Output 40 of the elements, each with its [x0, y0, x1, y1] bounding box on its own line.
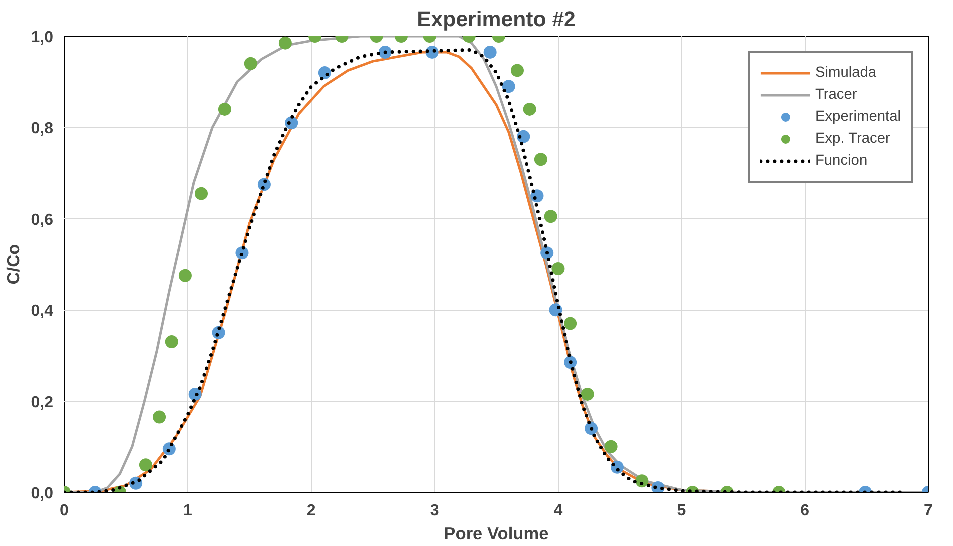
legend-label: Simulada	[815, 65, 877, 81]
point	[153, 410, 166, 424]
x-tick-label: 7	[924, 502, 934, 520]
point	[604, 440, 618, 454]
point	[581, 388, 594, 401]
point	[552, 262, 565, 276]
point	[484, 46, 497, 59]
chart-title: Experimento #2	[417, 8, 576, 32]
y-tick-label: 0,8	[31, 120, 54, 138]
point	[165, 336, 178, 349]
x-tick-label: 1	[183, 502, 192, 520]
point	[544, 210, 558, 224]
x-tick-label: 6	[800, 502, 810, 520]
point	[523, 102, 536, 116]
x-tick-label: 5	[677, 502, 686, 520]
y-tick-label: 1,0	[31, 30, 54, 46]
x-tick-label: 4	[554, 502, 563, 520]
y-tick-label: 0,2	[31, 394, 54, 412]
point	[534, 153, 548, 166]
y-tick-label: 0,0	[31, 486, 54, 502]
point	[139, 458, 152, 472]
y-tick-label: 0,6	[31, 212, 54, 229]
x-axis-title: Pore Volume	[444, 524, 550, 544]
legend-label: Tracer	[815, 87, 858, 103]
point	[244, 57, 258, 70]
y-axis-title: C/Co	[3, 244, 24, 285]
x-tick-label: 3	[430, 502, 440, 520]
legend-label: Experimental	[815, 109, 901, 125]
y-tick-label: 0,4	[31, 303, 54, 320]
point	[510, 64, 524, 78]
legend-label: Exp. Tracer	[815, 131, 890, 147]
point	[502, 80, 516, 94]
point	[278, 36, 292, 50]
point	[218, 102, 232, 116]
point	[195, 187, 208, 200]
point	[564, 317, 578, 330]
x-tick-label: 0	[60, 502, 70, 520]
x-tick-label: 2	[306, 502, 316, 520]
legend-label: Funcion	[815, 153, 868, 169]
point	[178, 269, 192, 282]
